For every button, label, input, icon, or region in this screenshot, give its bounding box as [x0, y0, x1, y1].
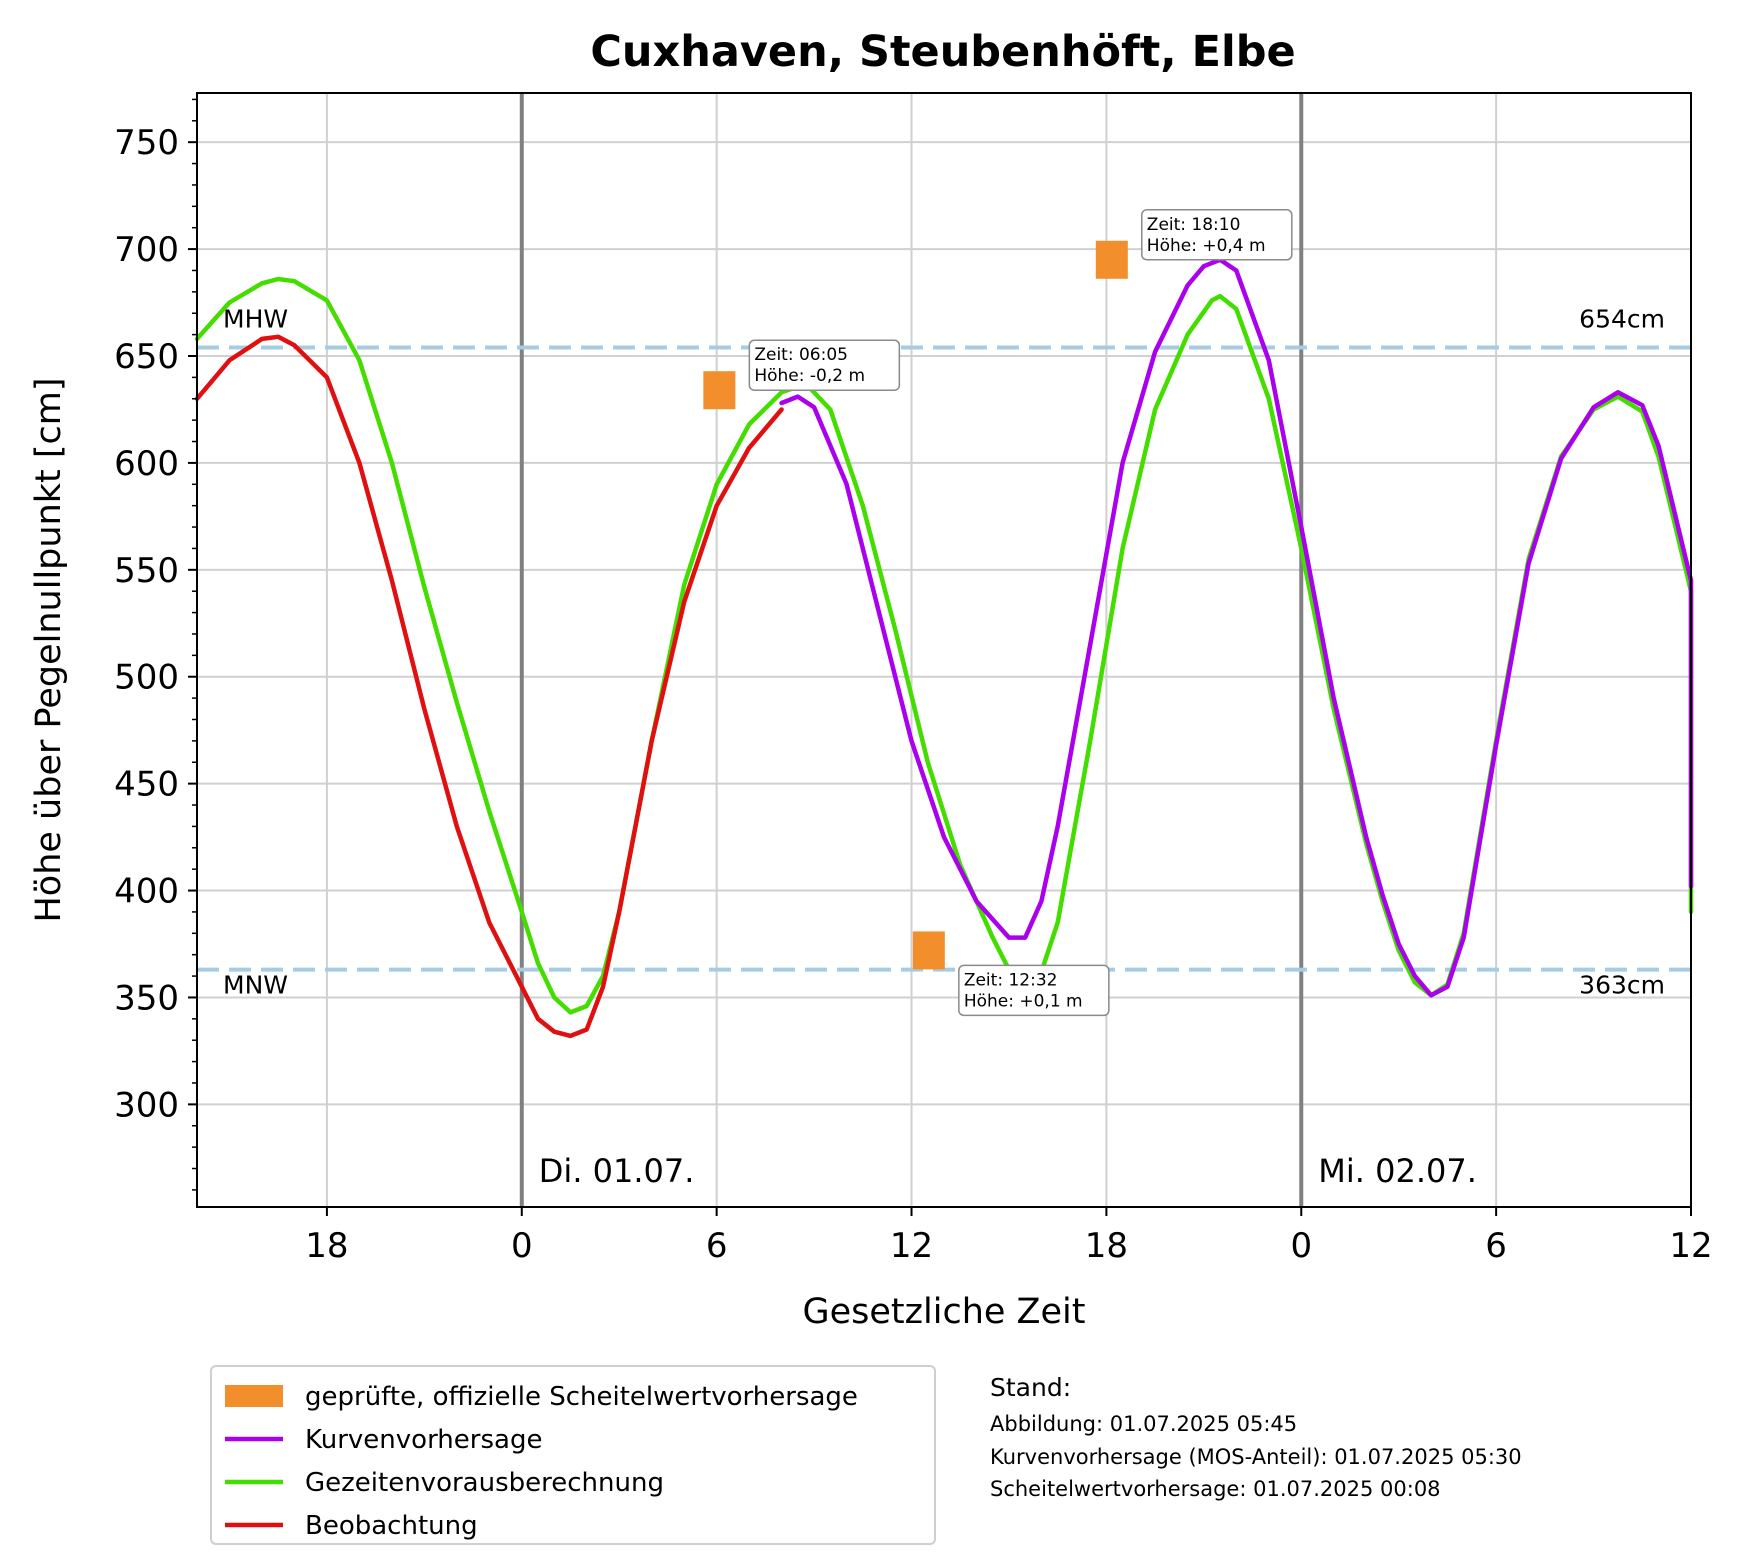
y-tick-label: 300 [114, 1085, 179, 1125]
legend-swatch-square [225, 1385, 283, 1407]
day-label: Mi. 02.07. [1318, 1152, 1477, 1190]
x-tick-label: 18 [305, 1226, 348, 1266]
legend-label: geprüfte, offizielle Scheitelwertvorhers… [305, 1382, 858, 1412]
day-label: Di. 01.07. [539, 1152, 695, 1190]
series-line-kurvenvorhersage [779, 257, 1694, 998]
peak-annotation-height: Höhe: +0,1 m [964, 991, 1083, 1011]
official-peak-marker [1095, 240, 1128, 279]
reference-value: 363cm [1579, 971, 1665, 1000]
series-line-beobachtung [194, 334, 784, 1039]
day-lines: Di. 01.07. Mi. 02.07. [519, 93, 1477, 1207]
peak-annotation-height: Höhe: +0,4 m [1147, 236, 1266, 256]
peak-annotation-time: Zeit: 18:10 [1147, 215, 1241, 235]
series-lines [194, 257, 1694, 1039]
stand-title: Stand: [990, 1373, 1071, 1402]
y-tick-label: 700 [114, 230, 179, 270]
y-tick-label: 650 [114, 337, 179, 377]
x-tick-label: 6 [706, 1226, 728, 1266]
y-tick-label: 400 [114, 872, 179, 912]
y-tick-label: 500 [114, 658, 179, 698]
legend-label: Beobachtung [305, 1511, 478, 1541]
plot-frame [196, 92, 1692, 1208]
y-tick-label: 550 [114, 551, 179, 591]
y-ticks: 300 350 400 450 500 550 600 650 700 750 [114, 98, 197, 1191]
series-line-gezeitenvorausberechnung [194, 276, 1694, 1015]
legend-label: Kurvenvorhersage [305, 1425, 542, 1455]
stand-line: Kurvenvorhersage (MOS-Anteil): 01.07.202… [990, 1445, 1522, 1469]
official-peak-marker [703, 371, 736, 410]
x-ticks: 18 0 6 12 18 0 6 12 [305, 1207, 1713, 1266]
y-tick-label: 350 [114, 978, 179, 1018]
stand-info: Stand: Abbildung: 01.07.2025 05:45 Kurve… [990, 1373, 1522, 1501]
reference-lines: MHW 654cm MNW 363cm [197, 304, 1691, 1000]
grid [197, 93, 1692, 1207]
official-peak-marker [912, 931, 945, 970]
legend: geprüfte, offizielle Scheitelwertvorhers… [210, 1365, 936, 1545]
chart-title: Cuxhaven, Steubenhöft, Elbe [590, 27, 1295, 77]
x-axis-label: Gesetzliche Zeit [802, 1292, 1085, 1332]
peak-annotation-time: Zeit: 06:05 [754, 345, 848, 365]
x-tick-label: 18 [1085, 1226, 1128, 1266]
stand-line: Scheitelwertvorhersage: 01.07.2025 00:08 [990, 1477, 1441, 1501]
peak-annotation-height: Höhe: -0,2 m [754, 366, 865, 386]
peak-annotation-box [1141, 209, 1293, 261]
peak-annotation-box [958, 964, 1110, 1017]
reference-value: 654cm [1579, 304, 1665, 333]
x-tick-label: 0 [511, 1226, 533, 1266]
y-tick-label: 750 [114, 123, 179, 163]
x-tick-label: 6 [1485, 1226, 1507, 1266]
legend-frame [210, 1365, 936, 1545]
legend-label: Gezeitenvorausberechnung [305, 1468, 664, 1498]
reference-name: MNW [223, 971, 288, 1000]
y-tick-label: 600 [114, 444, 179, 484]
y-axis-label: Höhe über Pegelnullpunkt [cm] [29, 377, 69, 922]
x-tick-label: 12 [890, 1226, 933, 1266]
x-tick-label: 12 [1669, 1226, 1712, 1266]
x-tick-label: 0 [1290, 1226, 1312, 1266]
peak-annotation-time: Zeit: 12:32 [964, 970, 1058, 990]
stand-line: Abbildung: 01.07.2025 05:45 [990, 1412, 1297, 1436]
reference-name: MHW [223, 304, 288, 333]
y-tick-label: 450 [114, 765, 179, 805]
peak-annotation-box [748, 339, 901, 391]
